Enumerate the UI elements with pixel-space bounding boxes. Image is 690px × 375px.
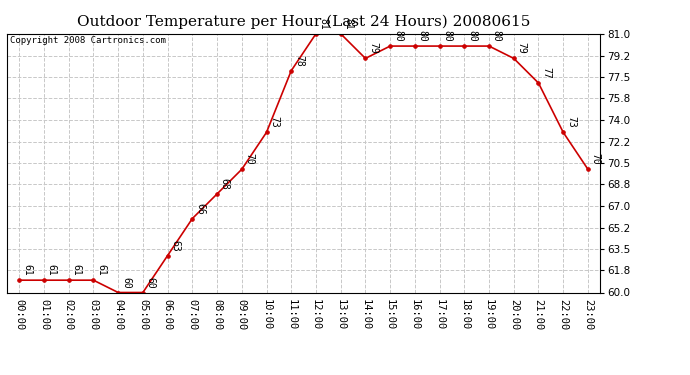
Text: 78: 78 — [294, 55, 304, 66]
Text: 61: 61 — [47, 264, 57, 276]
Text: 70: 70 — [591, 153, 601, 165]
Text: 63: 63 — [170, 240, 180, 251]
Text: 80: 80 — [393, 30, 403, 42]
Text: 60: 60 — [146, 277, 156, 288]
Text: 80: 80 — [467, 30, 477, 42]
Text: 79: 79 — [368, 42, 378, 54]
Text: 80: 80 — [417, 30, 428, 42]
Text: 68: 68 — [220, 178, 230, 190]
Text: Copyright 2008 Cartronics.com: Copyright 2008 Cartronics.com — [10, 36, 166, 45]
Text: 79: 79 — [517, 42, 526, 54]
Text: 80: 80 — [492, 30, 502, 42]
Text: 66: 66 — [195, 202, 205, 214]
Text: 80: 80 — [442, 30, 453, 42]
Text: 81: 81 — [344, 18, 353, 30]
Text: 73: 73 — [566, 116, 576, 128]
Text: 61: 61 — [96, 264, 106, 276]
Text: 60: 60 — [121, 277, 131, 288]
Text: 61: 61 — [22, 264, 32, 276]
Text: 81: 81 — [319, 18, 328, 30]
Text: 70: 70 — [244, 153, 255, 165]
Text: Outdoor Temperature per Hour (Last 24 Hours) 20080615: Outdoor Temperature per Hour (Last 24 Ho… — [77, 15, 531, 29]
Text: 61: 61 — [72, 264, 81, 276]
Text: 73: 73 — [269, 116, 279, 128]
Text: 77: 77 — [541, 67, 551, 79]
